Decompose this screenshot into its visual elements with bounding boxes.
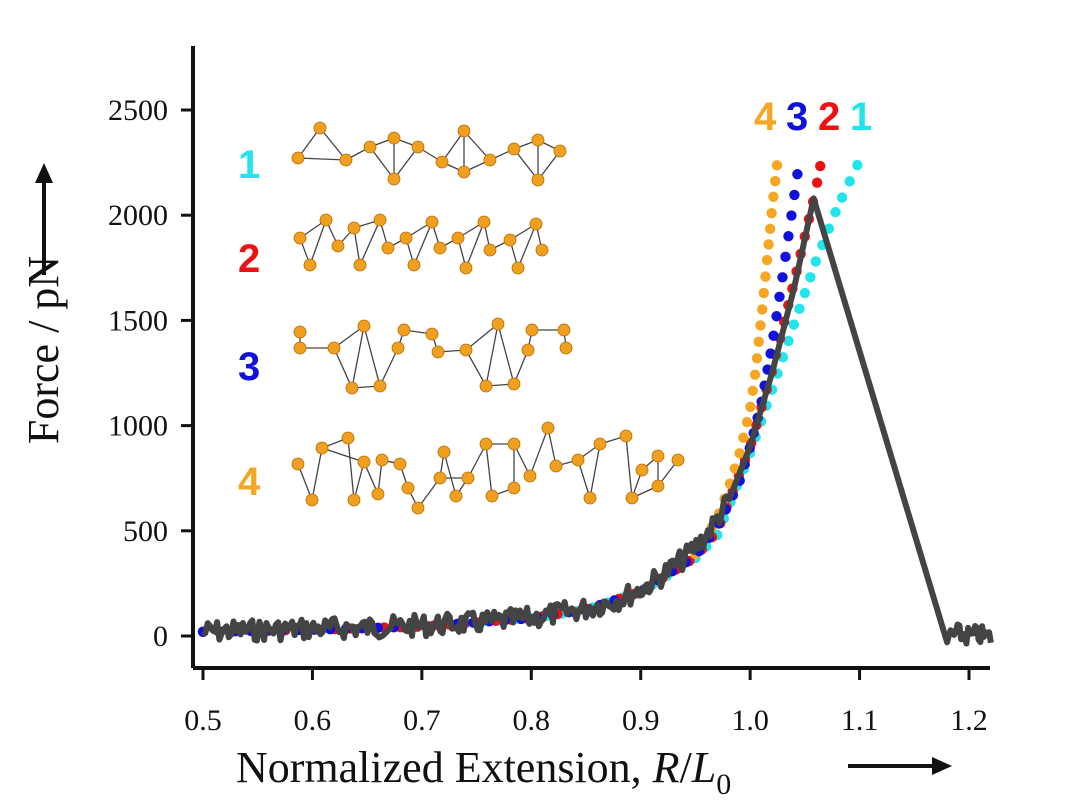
series-4-point	[753, 336, 764, 348]
molecular-structures	[291, 121, 685, 515]
series-4-point	[763, 239, 774, 250]
series-4-point	[755, 320, 766, 331]
series-4-point	[761, 254, 773, 266]
ticks	[181, 108, 971, 680]
series-1-point	[836, 192, 848, 203]
series-1-point	[783, 335, 794, 347]
x-axis-title-slash: /	[680, 743, 693, 792]
x-tick-label: 0.9	[622, 704, 660, 737]
x-axis-title-var-r: R	[652, 743, 680, 792]
x-tick-label: 0.7	[403, 704, 441, 737]
series-3-point	[768, 330, 779, 341]
structure-3-molecule	[293, 317, 573, 395]
series-3-point	[780, 251, 791, 263]
series-3-point	[771, 311, 782, 322]
series-1-point	[788, 319, 800, 330]
series-4-point	[747, 385, 758, 396]
y-tick-label: 2000	[108, 199, 168, 232]
x-tick-label: 1.0	[731, 704, 769, 737]
y-axis-arrow	[35, 163, 53, 275]
legend-label-3: 3	[238, 345, 260, 389]
series-3-point	[792, 169, 803, 180]
structure-4-molecule	[291, 421, 685, 515]
x-tick-label: 0.5	[184, 704, 222, 737]
series-3-point	[774, 291, 785, 302]
series-3-point	[786, 210, 797, 221]
experimental-curve	[201, 195, 994, 647]
x-axis-title: Normalized Extension, R/L0	[236, 743, 731, 801]
legend-label-1: 1	[238, 143, 260, 187]
series-3-point	[789, 189, 800, 201]
x-tick-label: 0.6	[294, 704, 332, 737]
series-4-point	[756, 304, 768, 315]
x-tick-label: 1.2	[950, 704, 988, 737]
top-label-3: 3	[786, 95, 808, 139]
series-1-point	[794, 303, 805, 315]
series-4-point	[764, 223, 776, 234]
y-tick-label: 0	[153, 620, 168, 653]
series-4-point	[745, 401, 756, 413]
x-axis-arrow	[848, 757, 952, 775]
x-axis-title-subscript: 0	[716, 768, 731, 801]
structure-1-molecule	[291, 121, 567, 187]
series-1-point	[830, 207, 841, 218]
series-1-point	[852, 159, 863, 171]
series-4-point	[749, 369, 761, 380]
series-1-point	[799, 287, 811, 299]
y-tick-label: 1000	[108, 410, 168, 443]
series-3-point	[777, 272, 788, 283]
series-1-point	[844, 176, 855, 187]
series-1-point	[805, 272, 816, 283]
series-4-point	[758, 287, 770, 299]
x-tick-label: 1.1	[841, 704, 879, 737]
series-3-point	[765, 348, 776, 359]
x-tick-label: 0.8	[513, 704, 551, 737]
series-4-point	[771, 160, 783, 171]
series-4-point	[760, 271, 771, 282]
x-axis-title-text: Normalized Extension,	[236, 743, 653, 792]
y-tick-label: 500	[123, 515, 168, 548]
legend-label-2: 2	[238, 237, 260, 281]
top-label-4: 4	[754, 95, 777, 139]
series-4-point	[766, 207, 777, 219]
series-4-point	[741, 416, 753, 428]
y-tick-label: 2500	[108, 94, 168, 127]
legend-label-4: 4	[238, 460, 261, 504]
top-label-2: 2	[818, 95, 840, 139]
structure-2-molecule	[293, 213, 549, 275]
series-4-point	[734, 448, 745, 459]
series-4-point	[768, 191, 779, 202]
tick-labels: 0.5 0.6 0.7 0.8 0.9 1.0 1.1 1.2 0 500 1000 1500 2000…	[108, 94, 988, 737]
series-4-point	[738, 432, 749, 443]
x-axis-title-var-l: L	[691, 743, 716, 792]
y-tick-label: 1500	[108, 304, 168, 337]
y-axis-title: Force / pN	[19, 256, 68, 444]
series-3-point	[783, 230, 794, 242]
series-2-point	[811, 177, 823, 188]
y-axis-title-group: Force / pN	[19, 256, 68, 444]
axes	[191, 46, 990, 670]
series-2-point	[815, 160, 826, 172]
series-4-point	[751, 353, 763, 364]
top-label-1: 1	[850, 95, 872, 139]
series-1-point	[810, 256, 821, 267]
series-4-point	[769, 175, 781, 187]
